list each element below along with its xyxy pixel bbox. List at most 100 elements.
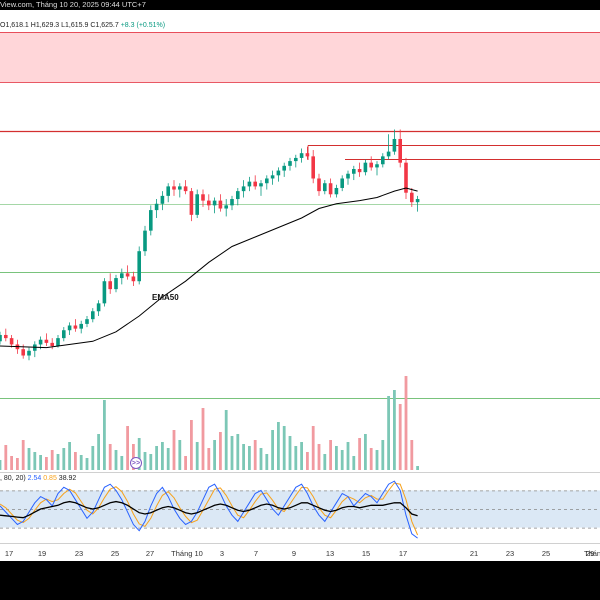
- candle-body: [334, 187, 339, 195]
- volume-bar: [50, 450, 54, 470]
- volume-bar: [21, 440, 25, 470]
- volume-bar: [195, 442, 199, 470]
- ema50-line: [0, 187, 418, 349]
- candle-body: [317, 178, 321, 192]
- candle-body: [230, 199, 234, 206]
- volume-bar: [85, 458, 89, 470]
- x-tick-label: 9: [291, 549, 297, 558]
- candle-body: [154, 203, 159, 211]
- candle-body: [189, 191, 194, 215]
- candle-body: [398, 138, 402, 163]
- candle-body: [357, 169, 362, 173]
- chart-source-header: View.com, Tháng 10 20, 2025 09:44 UTC+7: [0, 0, 146, 9]
- candle-body: [131, 276, 136, 282]
- volume-bar: [0, 460, 2, 470]
- stochastic-params: , 80, 20): [0, 475, 26, 482]
- volume-bar: [114, 450, 118, 470]
- candle-body: [299, 153, 304, 158]
- volume-bar: [242, 444, 245, 470]
- stochastic-ma-value: 38.92: [58, 475, 77, 482]
- candle-body: [247, 181, 252, 187]
- candle-body: [270, 175, 275, 179]
- candle-body: [276, 170, 281, 176]
- volume-bar: [137, 438, 141, 470]
- x-tick-label: 7: [253, 549, 259, 558]
- candle-body: [102, 281, 107, 304]
- volume-bar: [329, 440, 332, 470]
- volume-bar: [39, 455, 42, 470]
- volume-bar: [410, 440, 414, 470]
- volume-bar: [16, 458, 19, 470]
- volume-bar: [358, 438, 361, 470]
- candle-body: [44, 339, 49, 343]
- volume-bar: [340, 450, 344, 470]
- candle-body: [195, 194, 199, 215]
- candle-body: [340, 178, 344, 188]
- candle-body: [91, 311, 95, 320]
- volume-bar: [126, 426, 129, 470]
- collapse-pane-button[interactable]: >>: [130, 457, 142, 469]
- candle-body: [96, 303, 101, 312]
- candle-body: [346, 173, 350, 179]
- volume-bar: [178, 440, 182, 470]
- candle-body: [85, 319, 89, 324]
- stochastic-k-line: [0, 480, 418, 539]
- volume-bar: [68, 442, 71, 470]
- volume-bar: [381, 440, 385, 470]
- x-tick-label: 27: [145, 549, 155, 558]
- candle-body: [172, 186, 176, 190]
- ohlc-open: O1,618.1: [0, 22, 29, 29]
- candle-body: [241, 186, 246, 192]
- candle-body: [386, 151, 391, 157]
- ohlc-change: +8.3 (+0.51%): [120, 22, 166, 29]
- volume-bar: [375, 450, 379, 470]
- candle-body: [218, 200, 223, 209]
- volume-bar: [172, 430, 176, 470]
- volume-bar: [201, 408, 205, 470]
- stochastic-legend: , 80, 20) 2.54 0.85 38.92: [0, 475, 76, 482]
- candle-body: [212, 200, 217, 206]
- candle-body: [21, 349, 25, 356]
- candle-body: [259, 183, 263, 187]
- time-axis-background: [0, 543, 600, 561]
- candle-body: [392, 138, 397, 152]
- volume-bar: [294, 446, 298, 470]
- candle-body: [120, 273, 124, 279]
- x-tick-label: 29: [585, 549, 595, 558]
- candle-body: [160, 195, 165, 204]
- candle-body: [236, 191, 240, 200]
- candle-body: [178, 186, 182, 190]
- volume-bar: [33, 452, 37, 470]
- candle-body: [311, 156, 315, 179]
- ohlc-legend: O1,618.1 H1,629.3 L1,615.9 C1,625.7 +8.3…: [0, 22, 165, 29]
- volume-bar: [190, 420, 193, 470]
- bottom-black-bar: [0, 561, 600, 600]
- volume-bar: [346, 442, 350, 470]
- volume-bars: [0, 376, 419, 470]
- volume-bar: [45, 457, 48, 470]
- candle-body: [149, 210, 153, 231]
- volume-bar: [219, 432, 222, 470]
- volume-bar: [259, 448, 263, 470]
- candle-body: [38, 339, 43, 345]
- candle-body: [201, 194, 205, 201]
- candle-body: [62, 330, 66, 339]
- x-tick-label: 25: [110, 549, 120, 558]
- candle-body: [253, 181, 257, 187]
- candle-body: [404, 162, 408, 193]
- candle-body: [415, 199, 420, 203]
- candle-body: [282, 165, 286, 171]
- volume-bar: [393, 390, 396, 470]
- stochastic-k-value: 2.54: [27, 475, 42, 482]
- stochastic-pane: [0, 480, 600, 539]
- stochastic-d-value: 0.85: [43, 475, 57, 482]
- volume-bar: [166, 448, 170, 470]
- volume-bar: [155, 446, 158, 470]
- candle-body: [375, 164, 379, 168]
- volume-bar: [74, 452, 77, 470]
- volume-bar: [364, 434, 367, 470]
- volume-bar: [317, 444, 321, 470]
- volume-bar: [335, 446, 338, 470]
